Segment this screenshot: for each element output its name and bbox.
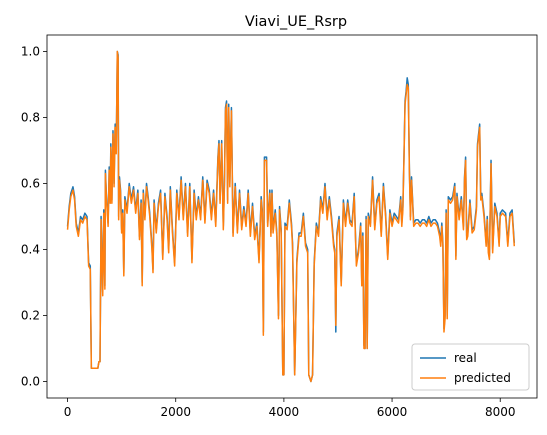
x-tick-label: 6000 — [377, 405, 408, 419]
y-tick-label: 0.6 — [21, 177, 40, 191]
legend-label-predicted: predicted — [454, 371, 511, 385]
x-tick-label: 8000 — [485, 405, 516, 419]
legend: real predicted — [411, 343, 530, 391]
y-tick-label: 0.2 — [21, 309, 40, 323]
plot-area — [66, 50, 516, 383]
x-tick-label: 4000 — [269, 405, 300, 419]
x-tick-label: 2000 — [160, 405, 191, 419]
legend-label-real: real — [454, 351, 477, 365]
x-axis: 0 2000 4000 6000 8000 — [64, 398, 516, 419]
y-tick-label: 1.0 — [21, 45, 40, 59]
plot-frame — [46, 34, 538, 399]
series-line-predicted — [66, 50, 516, 383]
x-tick-label: 0 — [64, 405, 72, 419]
y-tick-label: 0.4 — [21, 243, 40, 257]
y-axis: 0.0 0.2 0.4 0.6 0.8 1.0 — [21, 45, 47, 389]
y-tick-label: 0.8 — [21, 111, 40, 125]
y-tick-label: 0.0 — [21, 375, 40, 389]
chart-title: Viavi_UE_Rsrp — [245, 14, 347, 30]
